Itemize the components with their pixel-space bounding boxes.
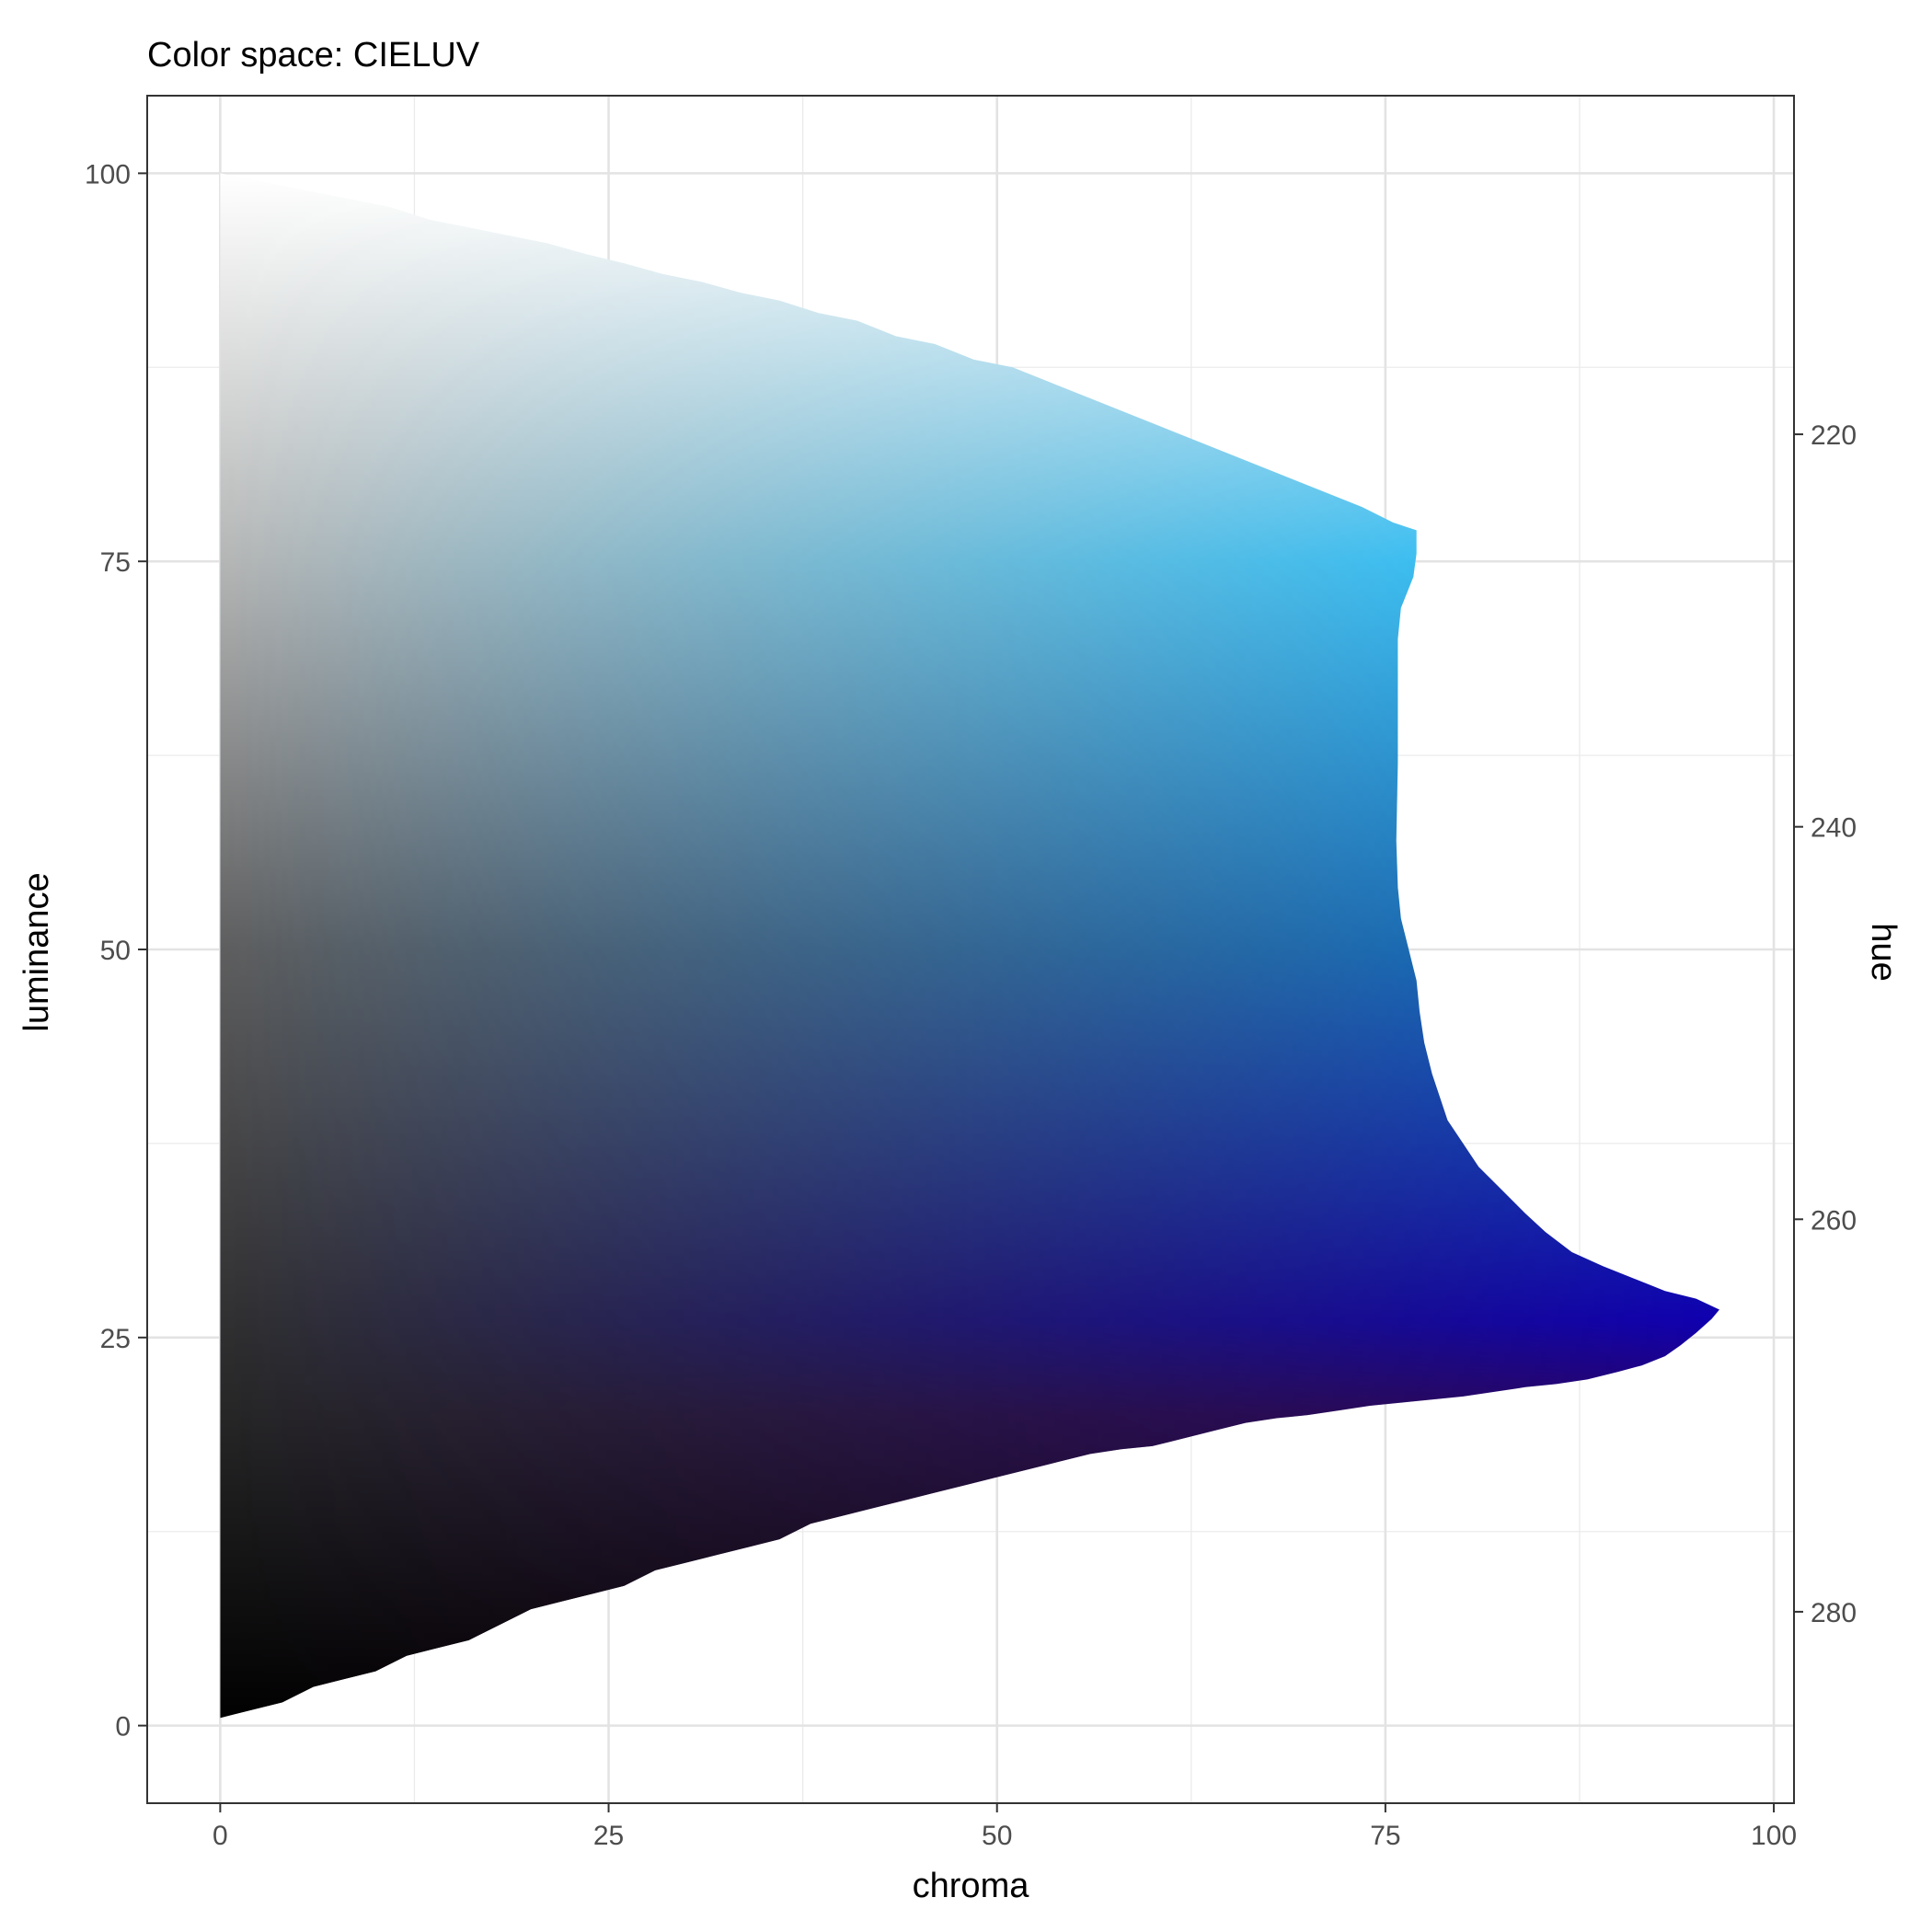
x-tick-label: 50	[982, 1821, 1012, 1851]
y2-axis-ticks: 220 240 260 280	[1794, 420, 1857, 1628]
x-tick-label: 75	[1370, 1821, 1400, 1851]
y2-tick-label: 260	[1811, 1205, 1857, 1236]
y2-axis-label: hue	[1864, 923, 1903, 981]
y-tick-label: 0	[115, 1712, 131, 1742]
y2-tick-label: 280	[1811, 1598, 1857, 1628]
x-axis-label: chroma	[913, 1867, 1030, 1905]
y-axis-label: luminance	[17, 872, 56, 1031]
y2-tick-label: 240	[1811, 813, 1857, 844]
y2-tick-label: 220	[1811, 420, 1857, 451]
x-axis-ticks: 0 25 50 75 100	[213, 1803, 1797, 1851]
y-tick-label: 50	[100, 936, 131, 966]
y-tick-label: 100	[85, 159, 131, 190]
x-tick-label: 100	[1751, 1821, 1797, 1851]
y-tick-label: 25	[100, 1324, 131, 1354]
x-tick-label: 0	[213, 1821, 228, 1851]
x-tick-label: 25	[593, 1821, 624, 1851]
y-axis-ticks: 0 25 50 75 100	[85, 159, 147, 1742]
chart-title: Color space: CIELUV	[147, 36, 480, 75]
y-tick-label: 75	[100, 547, 131, 578]
